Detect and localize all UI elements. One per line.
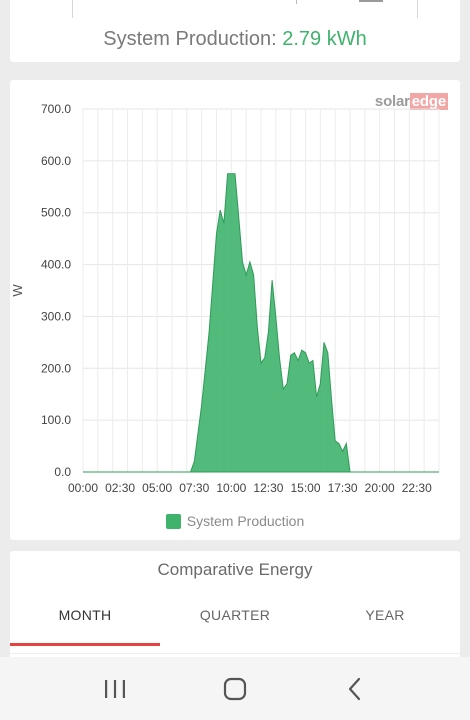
tab-quarter[interactable]: QUARTER <box>199 607 271 623</box>
x-tick-label: 15:00 <box>290 481 320 495</box>
android-navigation-bar <box>0 657 470 720</box>
recent-apps-icon <box>105 679 125 698</box>
back-button[interactable] <box>335 669 375 709</box>
y-tick-label: 0.0 <box>54 465 71 479</box>
y-tick-label: 500.0 <box>41 206 71 220</box>
y-tick-label: 600.0 <box>41 154 71 168</box>
system-production-value: 2.79 kWh <box>282 28 367 50</box>
home-icon <box>223 677 247 700</box>
active-tab-underline <box>10 643 160 646</box>
x-tick-label: 02:30 <box>105 481 135 495</box>
y-tick-label: 100.0 <box>41 413 71 427</box>
legend-label: System Production <box>186 513 305 529</box>
x-tick-label: 00:00 <box>68 481 98 495</box>
x-tick-label: 10:00 <box>216 481 246 495</box>
x-tick-label: 07:30 <box>179 481 209 495</box>
power-chart[interactable]: 0.0 100.0 200.0 300.0 400.0 500.0 600.0 700.0 00… <box>10 80 460 505</box>
period-tabs: MONTH QUARTER YEAR <box>10 607 460 623</box>
comparative-energy-title: Comparative Energy <box>157 560 313 579</box>
recent-apps-button[interactable] <box>95 669 135 709</box>
back-icon <box>348 677 361 700</box>
top-strip <box>72 0 418 18</box>
y-tick-label: 300.0 <box>41 309 71 323</box>
chart-legend[interactable]: System Production <box>10 513 460 529</box>
x-tick-label: 12:30 <box>253 481 283 495</box>
indicator-bar <box>359 0 383 2</box>
y-tick-label: 200.0 <box>41 361 71 375</box>
tab-divider <box>10 653 460 654</box>
system-production-label: System Production: <box>103 28 277 50</box>
x-tick-label: 20:00 <box>365 481 395 495</box>
tab-month[interactable]: MONTH <box>58 607 112 623</box>
x-tick-label: 22:30 <box>402 481 432 495</box>
production-area <box>83 173 439 473</box>
x-tick-label: 17:30 <box>328 481 358 495</box>
y-tick-label: 700.0 <box>41 102 71 116</box>
logo-edge: edge <box>409 93 448 110</box>
solaredge-logo: solar edge <box>375 93 448 110</box>
power-chart-card: solar edge 0.0 100.0 200.0 300.0 400.0 500.0 60… <box>10 80 460 540</box>
divider <box>296 0 297 4</box>
y-axis-label: W <box>10 284 25 297</box>
legend-swatch <box>165 513 181 529</box>
logo-solar: solar <box>374 93 410 110</box>
tab-year[interactable]: YEAR <box>365 607 405 623</box>
comparative-energy-card: Comparative Energy MONTH QUARTER YEAR <box>10 551 460 661</box>
y-tick-label: 400.0 <box>41 258 71 272</box>
x-tick-label: 05:00 <box>142 481 172 495</box>
system-production-summary: System Production: 2.79 kWh <box>10 28 460 51</box>
home-button[interactable] <box>215 669 255 709</box>
production-summary-card: System Production: 2.79 kWh <box>10 0 460 62</box>
